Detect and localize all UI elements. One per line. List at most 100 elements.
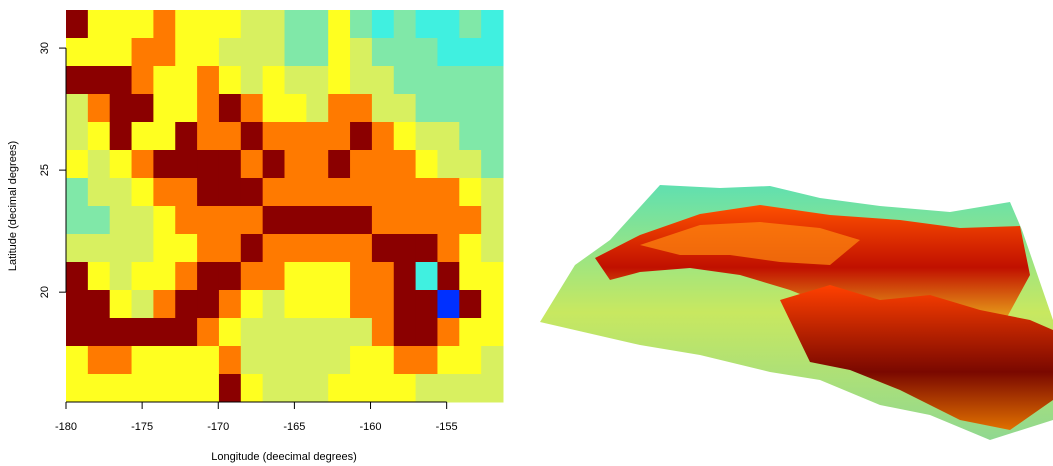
heatmap-cell: [372, 178, 394, 207]
heatmap-cell: [175, 318, 197, 347]
heatmap-cell: [372, 38, 394, 67]
heatmap-cell: [241, 122, 263, 151]
heatmap-cell: [394, 150, 416, 179]
heatmap-cell: [459, 346, 481, 375]
heatmap-cell: [437, 318, 459, 347]
heatmap-cell: [285, 318, 307, 347]
heatmap-cell: [263, 122, 285, 151]
heatmap-cell: [328, 318, 350, 347]
heatmap-cell: [66, 178, 88, 207]
heatmap-cell: [481, 122, 503, 151]
heatmap-cell: [459, 122, 481, 151]
heatmap-cell: [416, 290, 438, 319]
heatmap-cell: [88, 234, 110, 263]
heatmap-cell: [416, 66, 438, 95]
heatmap-cell: [350, 10, 372, 39]
heatmap-cell: [372, 150, 394, 179]
heatmap-cell: [219, 234, 241, 263]
heatmap-cell: [263, 150, 285, 179]
heatmap-cell: [175, 290, 197, 319]
heatmap-cell: [132, 262, 154, 291]
heatmap-cell: [306, 234, 328, 263]
heatmap-cell: [153, 374, 175, 403]
heatmap-cell: [110, 10, 132, 39]
heatmap-cell: [263, 94, 285, 123]
heatmap-cell: [197, 122, 219, 151]
heatmap-cell: [263, 66, 285, 95]
heatmap-cell: [328, 374, 350, 403]
heatmap-cell: [350, 66, 372, 95]
heatmap-cell: [394, 346, 416, 375]
heatmap-cell: [66, 150, 88, 179]
heatmap-cell: [394, 290, 416, 319]
heatmap-cell: [394, 122, 416, 151]
heatmap-cell: [350, 206, 372, 235]
heatmap-cell: [394, 234, 416, 263]
heatmap-cell: [132, 374, 154, 403]
heatmap-cell: [306, 66, 328, 95]
heatmap-cell: [328, 150, 350, 179]
heatmap-cell: [132, 290, 154, 319]
heatmap-cell: [394, 10, 416, 39]
heatmap-cell: [110, 290, 132, 319]
heatmap-cell: [219, 178, 241, 207]
heatmap-cell: [481, 94, 503, 123]
y-tick-label: 30: [39, 42, 51, 54]
heatmap-cell: [110, 374, 132, 403]
heatmap-cell: [328, 122, 350, 151]
heatmap-cell: [285, 290, 307, 319]
heatmap-cell: [175, 10, 197, 39]
heatmap-cell: [306, 374, 328, 403]
heatmap-cell: [459, 10, 481, 39]
heatmap-cell: [416, 234, 438, 263]
heatmap-cell: [481, 234, 503, 263]
heatmap-cell: [241, 66, 263, 95]
heatmap-cell: [285, 94, 307, 123]
heatmap-cell: [263, 290, 285, 319]
heatmap-cell: [416, 318, 438, 347]
heatmap-cell: [285, 122, 307, 151]
heatmap-cell: [481, 66, 503, 95]
heatmap-cell: [285, 374, 307, 403]
heatmap-cell: [132, 66, 154, 95]
heatmap-cell: [88, 206, 110, 235]
heatmap-cell: [306, 290, 328, 319]
heatmap-cell: [219, 66, 241, 95]
heatmap-cell: [328, 94, 350, 123]
heatmap-cell: [110, 346, 132, 375]
heatmap-cell: [197, 374, 219, 403]
heatmap-cell: [263, 374, 285, 403]
y-tick-label: 20: [39, 286, 51, 298]
heatmap-cell: [219, 374, 241, 403]
heatmap-cell: [394, 262, 416, 291]
heatmap-cell: [285, 38, 307, 67]
heatmap-cell: [306, 38, 328, 67]
heatmap-cell: [437, 38, 459, 67]
heatmap-cell: [285, 234, 307, 263]
heatmap-cell: [66, 94, 88, 123]
heatmap-cell: [306, 318, 328, 347]
heatmap-cell: [241, 178, 263, 207]
surface-3d: [540, 185, 1053, 440]
heatmap-cell: [350, 234, 372, 263]
heatmap-cell: [153, 38, 175, 67]
heatmap-cell: [481, 38, 503, 67]
heatmap-cell: [372, 374, 394, 403]
heatmap-cell: [241, 234, 263, 263]
heatmap-cell: [394, 94, 416, 123]
heatmap-cell: [306, 262, 328, 291]
heatmap-cell: [241, 10, 263, 39]
heatmap-cell: [481, 318, 503, 347]
heatmap-cell: [459, 150, 481, 179]
heatmap-cell: [306, 346, 328, 375]
heatmap-cell: [197, 150, 219, 179]
heatmap-cell: [306, 150, 328, 179]
heatmap-cell: [481, 10, 503, 39]
heatmap-cell: [153, 10, 175, 39]
x-axis-label: Longitude (deecimal degrees): [211, 451, 357, 463]
heatmap-cell: [328, 178, 350, 207]
heatmap-cell: [263, 318, 285, 347]
heatmap-cell: [437, 94, 459, 123]
heatmap-cell: [132, 318, 154, 347]
heatmap-cell: [110, 150, 132, 179]
